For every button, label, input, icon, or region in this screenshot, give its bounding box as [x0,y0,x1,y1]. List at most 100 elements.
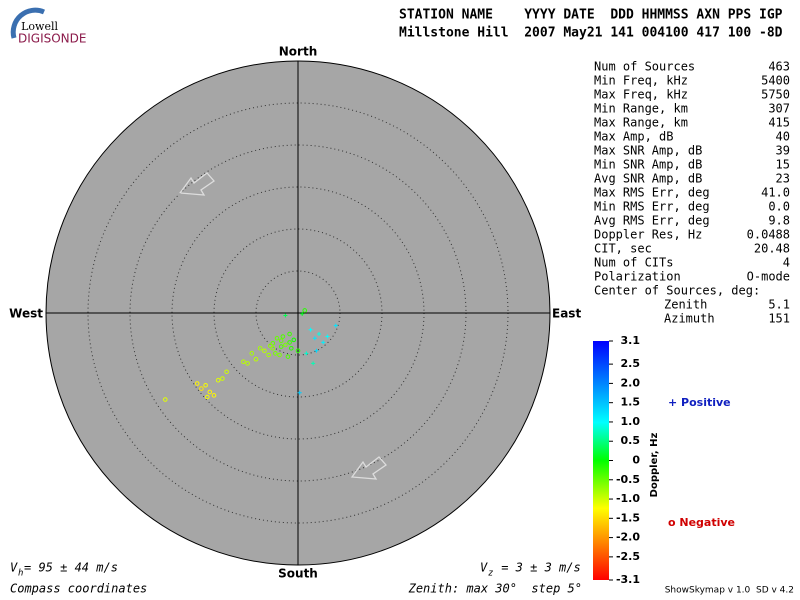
source-negative [162,397,168,402]
source-negative [288,345,294,351]
source-negative [207,389,213,395]
source-positive [300,311,305,316]
vh-v: V [10,561,18,575]
source-negative [262,348,267,354]
source-negative [270,345,276,351]
header-columns: STATION NAME YYYY DATE DDD HHMMSS AXN PP… [399,8,783,23]
logo-arc [10,7,45,39]
source-positive [325,334,330,339]
colorbar-tick-label: 2.5 [621,357,641,370]
stat-value: 23 [776,172,790,186]
stat-label: Avg SNR Amp, dB [594,172,702,186]
south-label: South [278,567,318,581]
azimuth-value: 151 [768,312,790,326]
source-positive [297,390,302,395]
source-negative [203,382,208,388]
source-negative [274,335,280,341]
stat-value: 5750 [761,88,790,102]
stat-value: 5400 [761,74,790,88]
stat-value: 0.0 [768,200,790,214]
stat-label: Min SNR Amp, dB [594,158,702,172]
source-negative [241,359,246,365]
source-negative [285,354,291,359]
source-negative [194,381,200,386]
source-negative [257,345,263,351]
stat-value: 40 [776,130,790,144]
center-label: Center of Sources, deg: [594,284,760,298]
source-negative [267,343,273,349]
logo-line1: Lowell [21,20,58,33]
source-positive [312,336,317,341]
colorbar [593,341,609,580]
zenith-label: Zenith [664,298,707,312]
zenith-note: Zenith: max 30° step 5° [408,582,582,596]
stat-label: Min RMS Err, deg [594,200,710,214]
colorbar-tick-label: -2.0 [616,531,640,544]
stat-value: 39 [776,144,790,158]
source-negative [283,342,288,348]
source-negative [253,356,259,362]
vh-sub: h [18,569,23,579]
source-negative [295,348,301,354]
version: ShowSkymap v 1.0 SD v 4.2 [665,586,794,596]
header-values: Millstone Hill 2007 May21 141 004100 417… [399,26,783,41]
source-positive [304,351,309,356]
stat-label: Doppler Res, Hz [594,228,702,242]
source-positive [317,332,321,336]
vz-sub: z [488,569,493,579]
logo-line2: DIGISONDE [18,32,86,46]
stat-label: Max RMS Err, deg [594,186,710,200]
stat-value: 9.8 [768,214,790,228]
zenith-value: 5.1 [768,298,790,312]
legend-positive: + Positive [668,396,731,409]
stat-label: Polarization [594,270,681,284]
stat-value: O-mode [747,270,790,284]
azimuth-label: Azimuth [664,312,715,326]
source-negative [249,351,255,356]
arrow [178,172,215,196]
stat-label: Min Range, km [594,102,688,116]
arrow [350,456,387,480]
stat-value: 4 [783,256,790,270]
colorbar-tick-label: 1.5 [621,396,641,409]
source-negative [280,334,286,339]
stat-value: 15 [776,158,790,172]
stat-label: Num of Sources [594,60,695,74]
vz-v: V [480,561,488,575]
colorbar-label: Doppler, Hz [649,433,660,498]
north-label: North [279,45,317,59]
coords-note: Compass coordinates [10,582,147,596]
source-negative [302,308,308,313]
source-negative [266,352,271,358]
colorbar-tick-label: 0.5 [621,434,641,447]
east-label: East [552,307,581,321]
colorbar-tick-label: 2.0 [621,376,641,389]
west-label: West [9,307,43,321]
source-positive [311,361,316,366]
colorbar-tick-label: -2.5 [616,550,640,563]
source-negative [220,376,225,381]
source-negative [287,340,292,345]
stat-label: Num of CITs [594,256,673,270]
stat-value: 463 [768,60,790,74]
stat-label: CIT, sec [594,242,652,256]
stat-value: 20.48 [754,242,790,256]
source-positive [321,340,326,345]
colorbar-tick-label: 3.1 [621,334,641,347]
stat-value: 307 [768,102,790,116]
colorbar-tick-label: -1.0 [616,492,640,505]
source-negative [277,352,282,358]
stat-value: 415 [768,116,790,130]
source-negative [211,393,217,398]
stat-value: 41.0 [761,186,790,200]
stat-label: Min Freq, kHz [594,74,688,88]
source-negative [270,340,276,346]
stat-label: Max SNR Amp, dB [594,144,702,158]
vz-text: = 3 ± 3 m/s [494,561,581,575]
stat-label: Max Amp, dB [594,130,673,144]
source-negative [204,394,210,400]
stat-label: Max Range, km [594,116,688,130]
source-negative [287,331,292,337]
